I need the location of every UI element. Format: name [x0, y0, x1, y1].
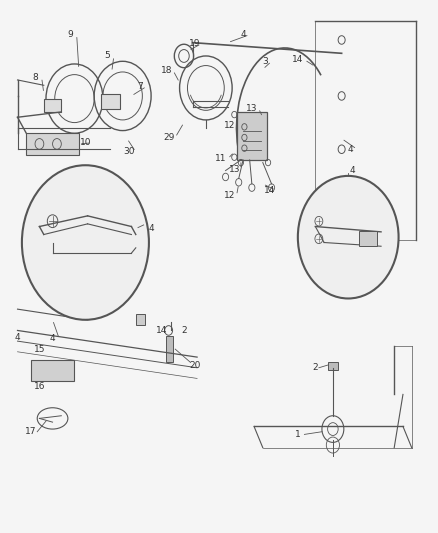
FancyBboxPatch shape: [237, 112, 267, 160]
Text: 16: 16: [34, 382, 45, 391]
Text: 8: 8: [32, 73, 38, 82]
Text: 29: 29: [163, 133, 174, 142]
Text: 4: 4: [15, 333, 20, 342]
FancyBboxPatch shape: [136, 314, 145, 325]
Text: 7: 7: [137, 82, 143, 91]
FancyBboxPatch shape: [26, 133, 79, 155]
Text: 20: 20: [189, 361, 201, 369]
Text: 12: 12: [224, 191, 236, 200]
Text: 14: 14: [156, 326, 168, 335]
Text: 19: 19: [189, 39, 201, 48]
Text: 2: 2: [181, 326, 187, 335]
Text: 10: 10: [80, 139, 91, 147]
Text: 14: 14: [264, 186, 275, 195]
Text: 1: 1: [295, 430, 301, 439]
Text: 15: 15: [34, 345, 45, 353]
Text: 2: 2: [313, 364, 318, 372]
FancyBboxPatch shape: [101, 94, 120, 109]
Text: 13: 13: [246, 104, 258, 112]
Text: 4: 4: [50, 334, 55, 343]
FancyBboxPatch shape: [44, 99, 61, 112]
Text: 14: 14: [292, 55, 304, 64]
Circle shape: [22, 165, 149, 320]
Text: 3: 3: [262, 57, 268, 66]
Text: 5: 5: [104, 52, 110, 60]
Text: 11: 11: [215, 155, 227, 163]
Text: 4: 4: [148, 224, 154, 232]
FancyBboxPatch shape: [328, 362, 338, 370]
Text: 18: 18: [161, 66, 172, 75]
FancyBboxPatch shape: [31, 360, 74, 381]
Text: 4: 4: [350, 166, 355, 175]
FancyBboxPatch shape: [359, 231, 377, 246]
Text: 30: 30: [124, 148, 135, 156]
Text: 12: 12: [224, 121, 236, 130]
Text: 9: 9: [67, 30, 73, 39]
Text: 13: 13: [229, 165, 240, 174]
Circle shape: [298, 176, 399, 298]
Text: 4: 4: [348, 145, 353, 154]
FancyBboxPatch shape: [166, 336, 173, 362]
Text: 4: 4: [240, 30, 246, 39]
Text: 17: 17: [25, 427, 36, 436]
